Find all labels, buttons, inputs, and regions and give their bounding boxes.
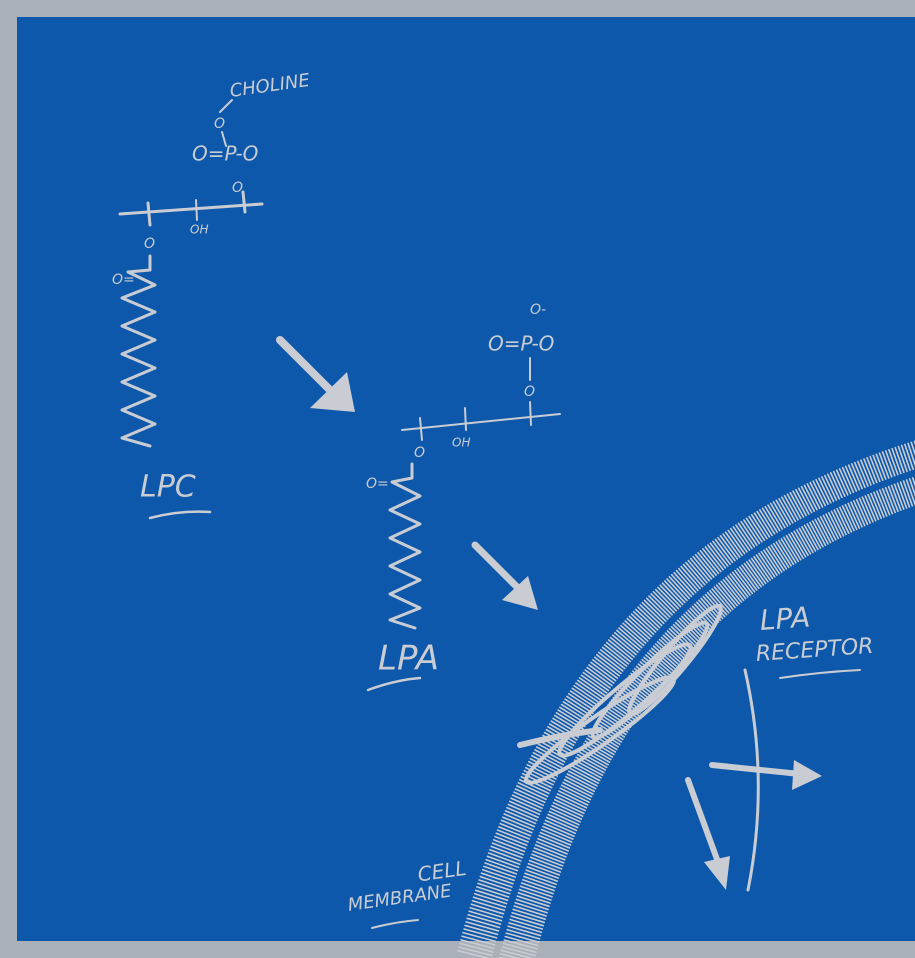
bond [243,192,245,212]
receptor-label: LPA [759,601,811,637]
bond [196,200,197,220]
atom: O [414,445,425,461]
bond [465,408,466,430]
atom: O [524,384,535,400]
lpa-label: LPA [378,639,439,679]
atom: O [214,116,225,132]
diagram: CHOLINE O O=P-O O OH O O= LPC O- O=P-O O… [0,0,915,958]
hydroxyl: OH [190,223,208,237]
phosphate: O=P-O [192,142,258,166]
hydroxyl: OH [452,436,470,450]
atom: O [232,180,243,196]
lpc-label: LPC [140,470,196,505]
bond [148,203,150,225]
atom: O= [366,476,389,492]
page: CHOLINE O O=P-O O OH O O= LPC O- O=P-O O… [0,0,915,958]
atom: O- [530,302,546,318]
bond [530,402,531,425]
phosphate: O=P-O [488,332,554,356]
atom: O [144,236,155,252]
